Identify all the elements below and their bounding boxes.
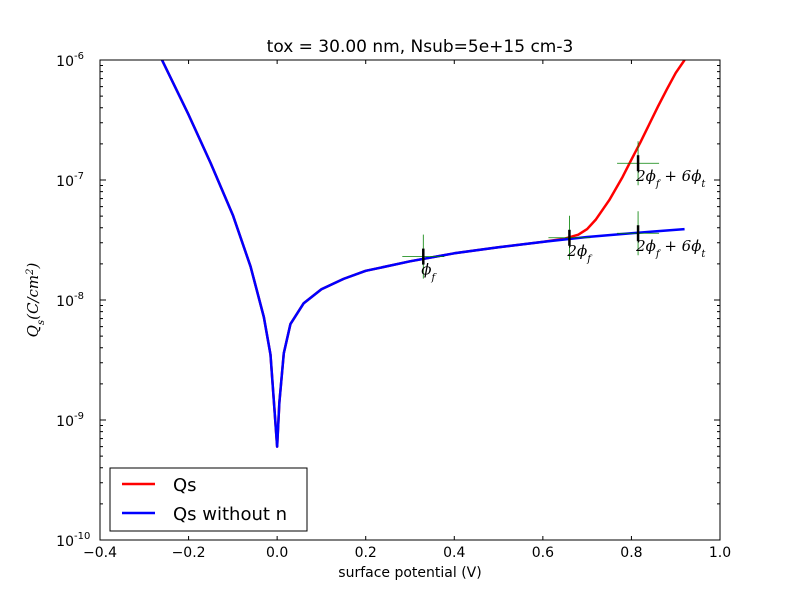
annotations: ϕf 2ϕf 2ϕf + 6ϕt 2ϕf + 6ϕt — [402, 141, 706, 283]
x-tick-label: −0.4 — [83, 545, 117, 561]
x-tick-label: −0.2 — [172, 545, 206, 561]
plot-area — [160, 60, 686, 448]
series-line-qs-without-n — [160, 60, 685, 448]
y-tick-label: 10 — [56, 414, 74, 430]
annotation-label: 2ϕf + 6ϕt — [635, 167, 706, 190]
x-tick-label: 0.0 — [266, 545, 288, 561]
x-tick-label: 0.8 — [620, 545, 642, 561]
y-tick-label: 10 — [56, 534, 74, 550]
chart-title: tox = 30.00 nm, Nsub=5e+15 cm-3 — [267, 37, 574, 57]
y-tick-exponent: -6 — [74, 51, 84, 62]
y-tick-exponent: -7 — [74, 171, 84, 182]
annotation-label: 2ϕf — [566, 242, 593, 265]
y-tick-label: 10 — [56, 294, 74, 310]
y-tick-exponent: -10 — [74, 531, 90, 542]
xtick-labels: −0.4 −0.2 0.0 0.2 0.4 0.6 0.8 1.0 — [83, 545, 731, 561]
y-tick-exponent: -9 — [74, 411, 84, 422]
ticks — [99, 59, 721, 541]
y-axis-title: Qs(C/cm2) — [24, 263, 47, 338]
x-axis-title: surface potential (V) — [338, 565, 481, 581]
legend: Qs Qs without n — [109, 467, 308, 532]
annotation-label: 2ϕf + 6ϕt — [635, 237, 706, 260]
y-tick-exponent: -8 — [74, 291, 84, 302]
legend-box — [109, 467, 308, 532]
x-tick-label: 1.0 — [709, 545, 731, 561]
x-tick-label: 0.2 — [355, 545, 377, 561]
y-tick-label: 10 — [56, 54, 74, 70]
y-tick-label: 10 — [56, 174, 74, 190]
legend-label: Qs without n — [173, 504, 287, 525]
x-tick-label: 0.4 — [443, 545, 465, 561]
annotation-label: ϕf — [421, 261, 437, 284]
x-tick-label: 0.6 — [532, 545, 554, 561]
legend-label: Qs — [173, 475, 197, 496]
